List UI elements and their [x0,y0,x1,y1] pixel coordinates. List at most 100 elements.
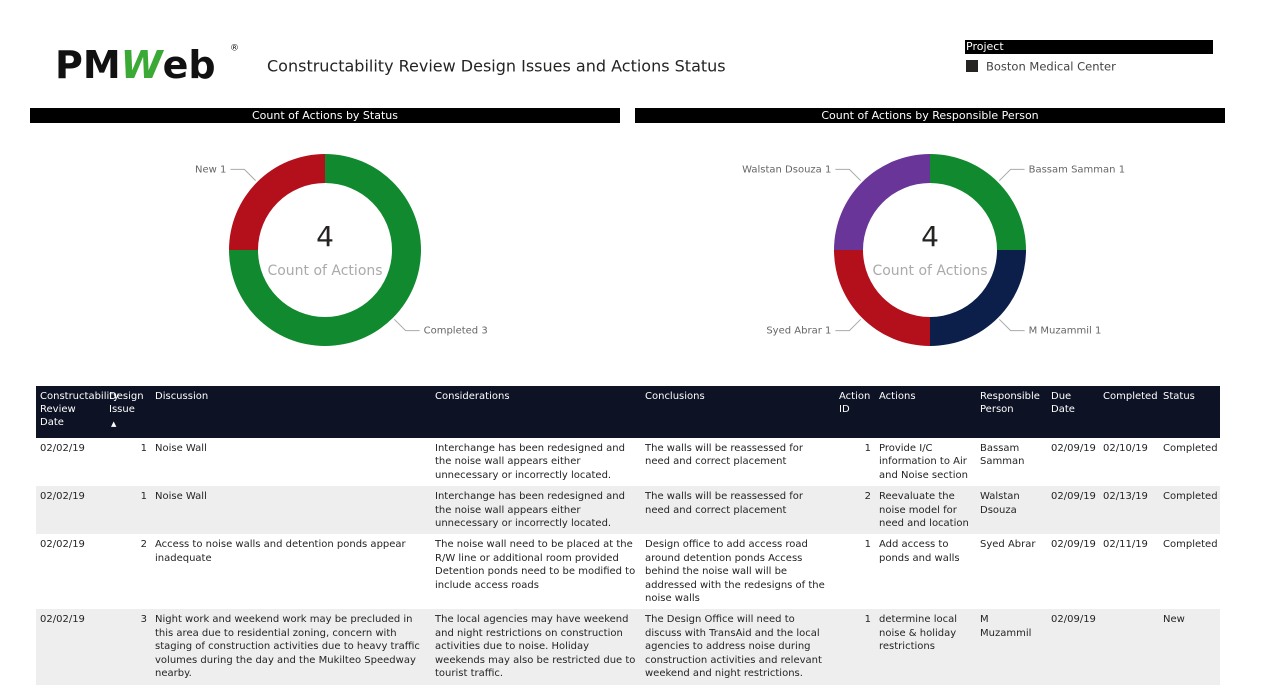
label-category: Bassam Samman [1029,164,1116,175]
column-header-text: Conclusions [645,391,705,402]
table-cell: Noise Wall [151,486,431,535]
table-row: 02/02/19 2 Access to noise walls and deten… [36,534,1220,609]
data-label: New 1 [195,164,226,175]
table-cell: Completed [1159,486,1220,535]
label-category: Syed Abrar [766,326,822,337]
donut-slice [229,154,421,346]
slicer-checkbox[interactable] [966,60,978,72]
table-cell: 02/09/19 [1047,486,1099,535]
center-label: Count of Actions [872,263,987,279]
table-cell: Completed [1163,443,1218,454]
table-cell: 02/02/19 [40,539,85,551]
data-label: Completed 3 [424,326,488,337]
table-cell: The walls will be reassessed for need an… [645,443,803,468]
table-cell: The noise wall need to be placed at the … [435,539,636,591]
dashboard: PMWeb ® Constructability Review Design I… [30,40,1225,346]
table-cell: The Design Office will need to discuss w… [641,609,835,685]
table-cell: 1 [105,486,151,535]
logo-left: PM [55,43,121,87]
table-cell: Reevaluate the noise model for need and … [875,486,976,535]
donut-slice [834,154,930,250]
table-cell: 02/02/19 [36,609,105,685]
label-category: Completed [424,326,479,337]
table-cell: Interchange has been redesigned and the … [431,486,641,535]
label-category: New [195,164,217,175]
table-cell: 3 [105,609,151,685]
column-header-text: Discussion [155,391,209,402]
slicer-item[interactable]: Boston Medical Center [986,60,1116,74]
table-cell: Noise Wall [155,443,207,454]
column-header[interactable]: Actions [875,386,976,438]
table-cell: 02/13/19 [1099,486,1159,535]
slicer-title: Project [966,40,1004,53]
table-cell: Interchange has been redesigned and the … [435,443,625,481]
chart-title: Count of Actions by Responsible Person [821,109,1038,122]
chart-title-bar [30,108,620,123]
column-header[interactable]: Due Date [1047,386,1099,438]
slicer-header [965,40,1213,54]
leader-line [835,168,862,182]
chart-title-bar [635,108,1225,123]
column-header-text: Constructability Review Date [40,391,120,428]
label-value: 1 [1119,164,1125,175]
table-cell: 2 [835,486,875,535]
table-cell: The local agencies may have weekend and … [431,609,641,685]
table-cell: 2 [140,539,147,551]
logo-registered: ® [230,44,239,54]
label-value: 1 [1095,326,1101,337]
table-cell: 02/09/19 [1047,609,1099,685]
table-cell: Add access to ponds and walls [879,539,960,564]
donut-slice [930,250,1026,346]
column-header-text: Actions [879,391,916,402]
data-label: Walstan Dsouza 1 [742,164,831,175]
column-header-text: Responsible Person [980,391,1040,415]
table-cell: 1 [864,443,871,454]
column-header-text: Completed [1103,391,1158,402]
data-label: Syed Abrar 1 [766,326,831,337]
table-cell: 1 [864,539,871,551]
table-cell: Provide I/C information to Air and Noise… [879,443,968,481]
logo-right: eb [163,43,216,87]
table-cell: The walls will be reassessed for need an… [641,486,835,535]
column-header-text: Action ID [839,391,871,415]
column-header[interactable]: Discussion [151,386,431,438]
logo: PMWeb [55,43,216,87]
table-cell: 1 [140,443,147,454]
table-cell: 02/02/19 [36,486,105,535]
column-header[interactable]: Conclusions [641,386,835,438]
table-cell: 02/09/19 [1051,539,1096,551]
table-cell: determine local noise & holiday restrict… [875,609,976,685]
table-cell: Design office to add access road around … [645,539,825,605]
table-cell: Completed [1163,539,1218,551]
sort-arrow[interactable]: ▲ [111,420,117,428]
column-header[interactable]: Status [1159,386,1220,438]
donut-slice [834,250,930,346]
column-header-text: Considerations [435,391,510,402]
column-header[interactable]: Design Issue ▲ [105,386,151,438]
column-header[interactable]: Completed [1099,386,1159,438]
leader-line [998,168,1025,182]
column-header[interactable]: Constructability Review Date [36,386,119,438]
data-label: M Muzammil 1 [1029,326,1102,337]
table-cell: 02/02/19 [40,443,85,454]
leader-line [230,168,257,182]
column-header-text: Design Issue [109,391,144,415]
column-header[interactable]: Responsible Person [976,386,1047,438]
data-label: Bassam Samman 1 [1029,164,1125,175]
data-table: Constructability Review Date Design Issue… [36,386,1220,685]
label-category: Walstan Dsouza [742,164,822,175]
table-cell: 02/09/19 [1051,443,1096,454]
column-header-text: Due Date [1051,391,1075,415]
table-cell [1099,609,1159,685]
center-value: 4 [921,220,939,253]
table-row: 02/02/19 1 Noise Wall Interchange has been … [36,438,1220,486]
label-value: 1 [220,164,226,175]
logo-mark: W [121,43,165,87]
donut-slice [229,154,325,250]
table-cell: 02/11/19 [1103,539,1148,551]
column-header[interactable]: Considerations [431,386,641,438]
table-cell: Walstan Dsouza [976,486,1047,535]
label-value: 1 [825,326,831,337]
column-header[interactable]: Action ID [835,386,875,438]
